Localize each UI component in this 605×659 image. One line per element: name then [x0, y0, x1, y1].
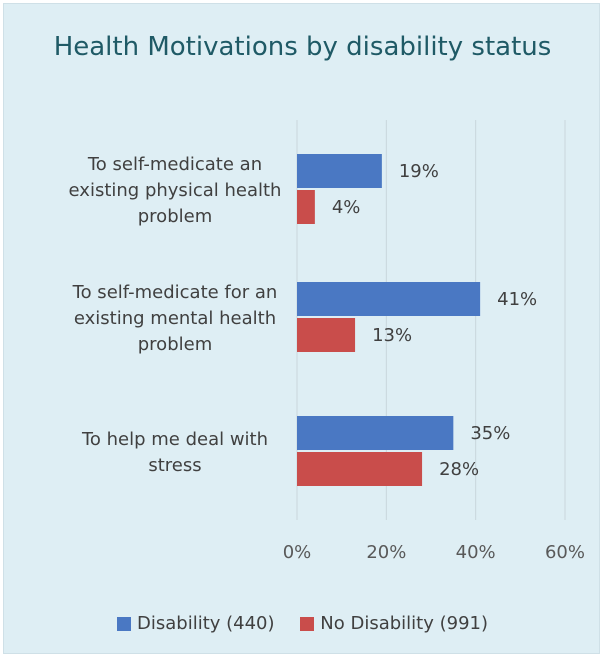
legend-item-disability: Disability (440) — [117, 613, 275, 634]
x-tick-label: 0% — [283, 542, 312, 563]
category-label: To self-medicate an existing physical hea… — [69, 154, 282, 227]
data-label: 28% — [439, 459, 479, 480]
bar — [297, 452, 423, 486]
category-label: To self-medicate for an existing mental h… — [72, 282, 278, 355]
legend-swatch-no-disability — [300, 616, 315, 631]
legend-label-no-disability: No Disability (991) — [320, 613, 488, 634]
bar — [297, 318, 356, 352]
legend-swatch-disability — [117, 616, 131, 631]
bar — [297, 416, 454, 450]
data-label: 4% — [332, 197, 361, 218]
legend: Disability (440) No Disability (991) — [0, 613, 605, 636]
chart-title: Health Motivations by disability status — [53, 32, 552, 62]
data-label: 19% — [399, 161, 439, 182]
x-tick-label: 40% — [456, 542, 496, 563]
legend-item-no-disability: No Disability (991) — [300, 613, 488, 634]
bar — [297, 282, 481, 316]
category-label: To help me deal with stress — [81, 429, 268, 476]
data-label: 41% — [497, 289, 537, 310]
bar — [297, 154, 382, 188]
data-label: 13% — [372, 325, 412, 346]
data-label: 35% — [470, 423, 510, 444]
x-tick-label: 60% — [545, 542, 585, 563]
x-tick-label: 20% — [366, 542, 406, 563]
legend-label-disability: Disability (440) — [137, 613, 275, 634]
bar — [297, 190, 315, 224]
